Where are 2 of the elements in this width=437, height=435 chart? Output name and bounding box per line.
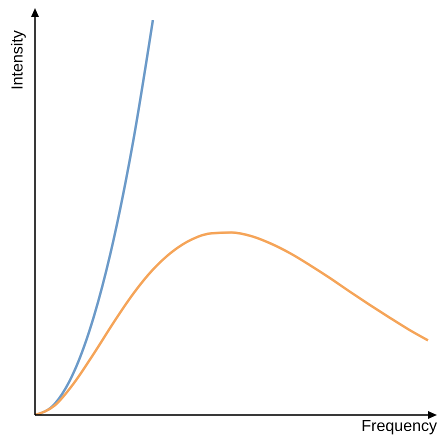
y-axis-title: Intensity xyxy=(10,30,26,90)
x-axis-title: Frequency xyxy=(361,418,437,435)
